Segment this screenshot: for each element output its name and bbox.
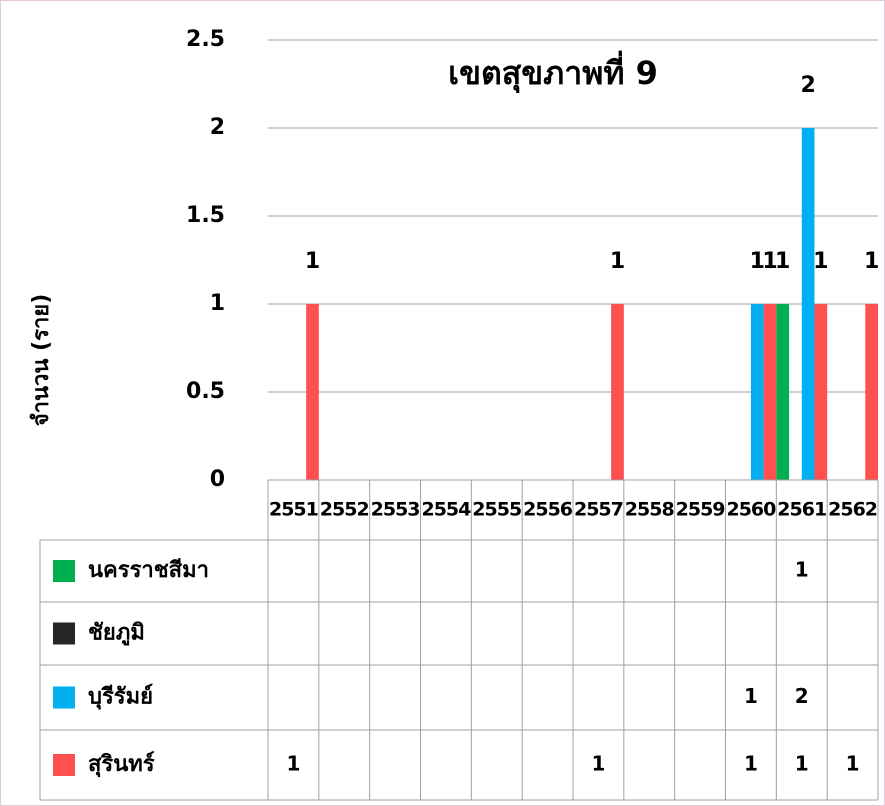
y-tick-label: 1.5 <box>186 203 225 228</box>
y-tick-label: 0.5 <box>186 379 225 404</box>
x-tick-label: 2561 <box>777 499 826 521</box>
y-tick-label: 2 <box>210 115 225 140</box>
legend-swatch <box>53 754 75 776</box>
table-cell: 1 <box>846 752 860 776</box>
data-label: 1 <box>305 249 320 274</box>
bar <box>611 304 624 480</box>
x-tick-label: 2551 <box>269 499 318 521</box>
data-label: 1 <box>762 249 777 274</box>
bar <box>814 304 828 480</box>
x-tick-label: 2552 <box>320 499 369 521</box>
table-cell: 1 <box>286 752 300 776</box>
table-cell: 1 <box>795 558 809 582</box>
data-label: 1 <box>775 249 790 274</box>
chart-title: เขตสุขภาพที่ 9 <box>448 50 658 94</box>
x-tick-label: 2557 <box>574 499 623 521</box>
y-tick-label: 2.5 <box>186 27 225 52</box>
legend-swatch <box>53 560 75 582</box>
data-label: 2 <box>800 73 815 98</box>
legend-label: นครราชสีมา <box>88 558 209 583</box>
bar <box>865 304 878 480</box>
legend-label: ชัยภูมิ <box>88 621 145 647</box>
x-tick-label: 2560 <box>726 499 776 521</box>
x-tick-label: 2555 <box>472 499 521 521</box>
bar <box>801 128 815 480</box>
bar <box>306 304 319 480</box>
data-label: 1 <box>864 249 879 274</box>
table-cell: 1 <box>744 684 758 708</box>
x-tick-label: 2562 <box>828 499 877 521</box>
y-tick-label: 0 <box>210 467 225 492</box>
table-cell: 1 <box>744 752 758 776</box>
legend-label: บุรีรัมย์ <box>88 684 153 711</box>
data-label: 1 <box>813 249 828 274</box>
x-tick-label: 2554 <box>421 499 471 521</box>
bar <box>763 304 777 480</box>
table-cell: 1 <box>591 752 605 776</box>
data-label: 1 <box>610 249 625 274</box>
x-tick-label: 2556 <box>523 499 573 521</box>
data-label: 1 <box>750 249 765 274</box>
bar <box>776 304 790 480</box>
table-cell: 1 <box>795 752 809 776</box>
x-tick-label: 2559 <box>676 499 725 521</box>
table-cell: 2 <box>795 684 809 708</box>
legend-swatch <box>53 686 75 709</box>
bar <box>750 304 764 480</box>
y-tick-label: 1 <box>210 291 225 316</box>
x-tick-label: 2553 <box>371 499 420 521</box>
y-axis-label: จำนวน (ราย) <box>29 294 54 427</box>
x-tick-label: 2558 <box>625 499 675 521</box>
legend-label: สุรินทร์ <box>88 751 155 778</box>
legend-swatch <box>53 622 75 645</box>
